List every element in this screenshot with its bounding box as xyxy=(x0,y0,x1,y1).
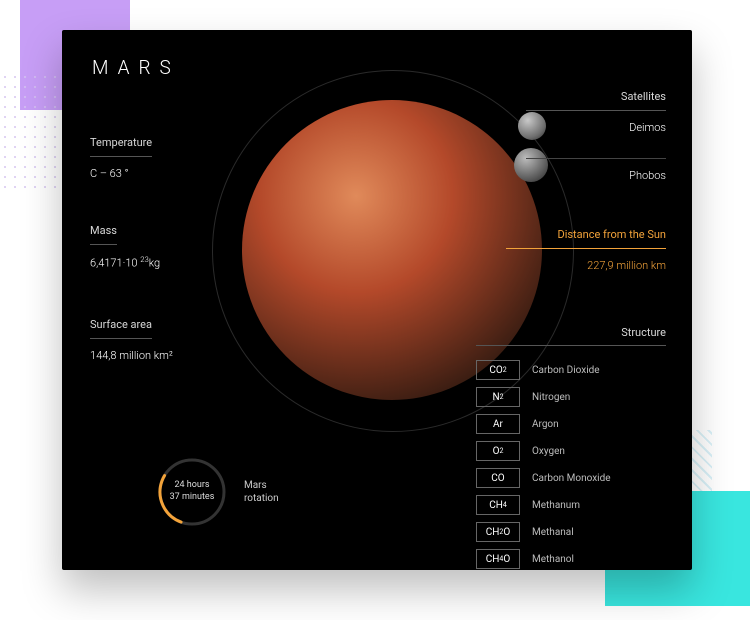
structure-formula: Ar xyxy=(476,414,520,434)
stat-distance-value: 227,9 million km xyxy=(506,249,666,273)
structure-formula: CO2 xyxy=(476,360,520,380)
structure-label: Structure xyxy=(476,326,666,346)
structure-row: CO Carbon Monoxide xyxy=(476,468,666,488)
rotation-label: Mars rotation xyxy=(244,479,294,506)
structure-row: CO2 Carbon Dioxide xyxy=(476,360,666,380)
stat-distance: Distance from the Sun 227,9 million km xyxy=(506,228,666,274)
structure-formula: CH4 xyxy=(476,495,520,515)
structure-list: CO2 Carbon Dioxide N2 Nitrogen Ar Argon O2 Oxyg… xyxy=(476,360,666,569)
stat-satellites-label: Satellites xyxy=(526,90,666,111)
rotation-line1: 24 hours xyxy=(174,480,209,492)
structure-name: Methanol xyxy=(532,554,574,565)
rotation-line2: 37 minutes xyxy=(170,492,215,504)
structure-name: Nitrogen xyxy=(532,392,570,403)
satellite-name-phobos: Phobos xyxy=(526,158,666,183)
structure-formula: N2 xyxy=(476,387,520,407)
stat-mass-value: 6,4171·10 23kg xyxy=(90,245,210,271)
stage: MARS Temperature C – 63 ° Mass 6,4171·10… xyxy=(0,0,750,620)
stat-distance-label: Distance from the Sun xyxy=(506,228,666,249)
stat-surface: Surface area 144,8 million km² xyxy=(90,318,220,364)
structure-name: Methanum xyxy=(532,500,580,511)
structure-row: Ar Argon xyxy=(476,414,666,434)
stat-temperature-label: Temperature xyxy=(90,136,152,157)
structure-name: Argon xyxy=(532,419,559,430)
structure-row: N2 Nitrogen xyxy=(476,387,666,407)
structure-row: CH4 Methanum xyxy=(476,495,666,515)
structure-name: Carbon Monoxide xyxy=(532,473,611,484)
stat-mass-label: Mass xyxy=(90,224,117,245)
structure-row: CH2O Methanal xyxy=(476,522,666,542)
structure-formula: CH2O xyxy=(476,522,520,542)
rotation-widget: 24 hours 37 minutes Mars rotation xyxy=(156,456,294,528)
structure-block: Structure CO2Carbon DioxideN2NitrogenArA… xyxy=(476,326,666,576)
structure-name: Oxygen xyxy=(532,446,565,457)
structure-row: O2 Oxygen xyxy=(476,441,666,461)
rotation-circle: 24 hours 37 minutes xyxy=(156,456,228,528)
info-panel: MARS Temperature C – 63 ° Mass 6,4171·10… xyxy=(62,30,692,570)
structure-name: Carbon Dioxide xyxy=(532,365,600,376)
structure-name: Methanal xyxy=(532,527,574,538)
planet-title: MARS xyxy=(92,56,180,79)
stat-temperature-value: C – 63 ° xyxy=(90,157,210,181)
stat-satellites: Satellites Deimos Phobos xyxy=(526,90,666,183)
stat-mass: Mass 6,4171·10 23kg xyxy=(90,224,210,271)
structure-row: CH4O Methanol xyxy=(476,549,666,569)
satellite-name-deimos: Deimos xyxy=(526,111,666,135)
structure-formula: O2 xyxy=(476,441,520,461)
structure-formula: CH4O xyxy=(476,549,520,569)
stat-surface-value: 144,8 million km² xyxy=(90,339,220,363)
stat-surface-label: Surface area xyxy=(90,318,152,339)
structure-formula: CO xyxy=(476,468,520,488)
stat-temperature: Temperature C – 63 ° xyxy=(90,136,210,182)
